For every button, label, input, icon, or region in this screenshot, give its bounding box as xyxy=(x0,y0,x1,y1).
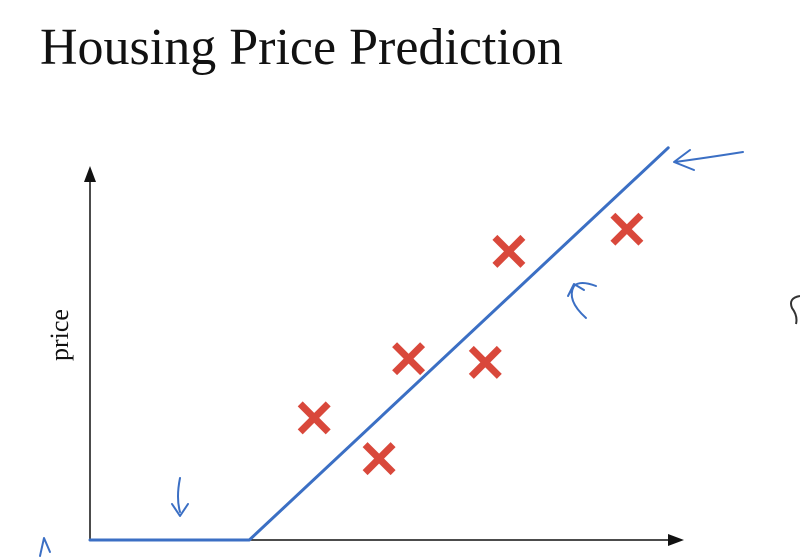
hand-arrow xyxy=(171,477,189,517)
fit-line xyxy=(88,146,670,542)
annotations xyxy=(39,149,800,557)
x-axis-arrow xyxy=(668,534,684,546)
hand-arrow xyxy=(567,282,597,319)
data-point xyxy=(468,345,502,379)
data-point xyxy=(392,342,426,376)
data-point xyxy=(362,442,396,476)
hand-arrow xyxy=(673,149,744,171)
chart-title: Housing Price Prediction xyxy=(40,19,563,76)
y-axis-label: price xyxy=(45,309,74,361)
data-point xyxy=(610,212,644,246)
data-point xyxy=(492,234,526,268)
hand-arrow xyxy=(39,537,51,557)
cut-glyph xyxy=(790,295,800,325)
y-axis-arrow xyxy=(84,166,96,182)
data-point xyxy=(297,401,331,435)
